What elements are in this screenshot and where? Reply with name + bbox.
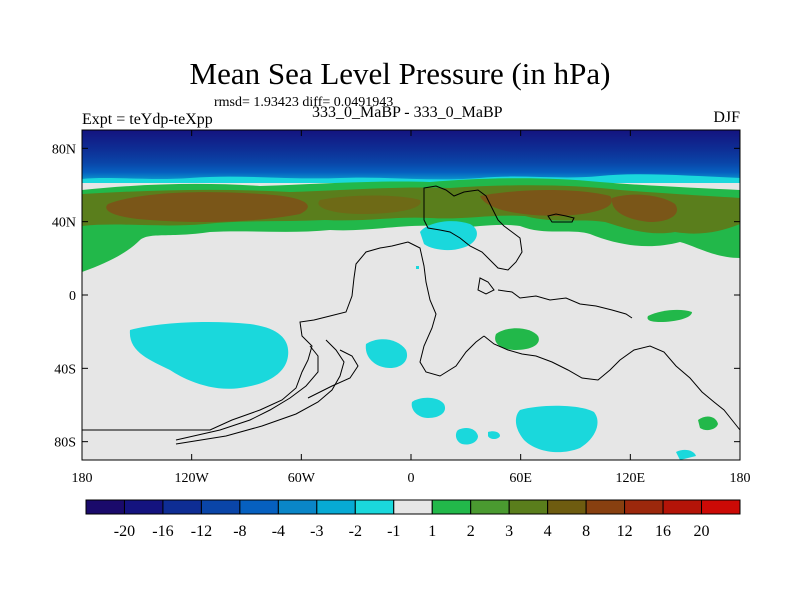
continent-outlines (82, 185, 740, 445)
colorbar-swatch (701, 499, 741, 515)
colorbar-label: 4 (544, 523, 552, 540)
colorbar: -20 -16 -12 -8 -4 -3 -2 -1 1 2 3 4 8 12 16 20 (85, 499, 741, 540)
colorbar-swatch (624, 499, 664, 515)
y-tick-label: 40S (54, 362, 76, 377)
colorbar-swatch (277, 499, 318, 515)
coast-africa-east (483, 335, 740, 431)
midlat-core-pacific (106, 192, 308, 222)
colorbar-label: -3 (310, 523, 323, 540)
colorbar-label: -8 (233, 523, 246, 540)
season-label: DJF (713, 109, 740, 126)
coast-africa-west (407, 241, 485, 377)
center-label: 333_0_MaBP - 333_0_MaBP (312, 104, 503, 121)
colorbar-label: 3 (505, 523, 513, 540)
colorbar-swatch (470, 499, 510, 515)
indian-ocean-high (495, 328, 539, 350)
colorbar-label: 1 (428, 523, 436, 540)
colorbar-swatch (162, 499, 202, 515)
coast-south-america-1 (175, 345, 319, 441)
colorbar-label: 12 (617, 523, 633, 540)
coast-arabia (477, 277, 495, 295)
colorbar-label: -1 (387, 523, 400, 540)
colorbar-swatch (85, 499, 125, 515)
y-tick-label: 0 (69, 289, 76, 304)
x-tick-label: 0 (408, 471, 415, 486)
x-tick-label: 60E (509, 471, 532, 486)
chart-title: Mean Sea Level Pressure (in hPa) (189, 56, 611, 91)
colorbar-swatch (508, 499, 549, 515)
x-tick-label: 120E (616, 471, 646, 486)
southern-ocean-low-tiny (488, 431, 500, 439)
colorbar-swatch (662, 499, 703, 515)
colorbar-label: -4 (272, 523, 285, 540)
pacific-high (647, 309, 692, 322)
south-atlantic-low (365, 339, 408, 368)
colorbar-label: -20 (114, 523, 135, 540)
colorbar-swatch (547, 499, 587, 515)
coast-eurasia-south (497, 289, 633, 319)
x-axis: 180 120W 60W 0 60E 120E 180 (72, 130, 751, 486)
colorbar-swatch (123, 499, 164, 515)
south-pacific-low-far (676, 449, 696, 460)
y-tick-label: 80S (54, 436, 76, 451)
colorbar-label: 16 (655, 523, 671, 540)
coast-north-america-south (82, 241, 409, 431)
x-tick-label: 180 (730, 471, 751, 486)
stats-text: rmsd= 1.93423 diff= 0.0491943 (214, 95, 394, 110)
y-tick-label: 80N (52, 142, 76, 157)
colorbar-label: -16 (152, 523, 173, 540)
x-tick-label: 180 (72, 471, 93, 486)
midlat-core-eurasia (480, 190, 612, 216)
coast-south-america-3 (307, 349, 359, 399)
colorbar-label: -12 (191, 523, 212, 540)
colorbar-swatch (316, 499, 356, 515)
colorbar-swatch (239, 499, 279, 515)
colorbar-label: 8 (582, 523, 590, 540)
colorbar-label: 20 (694, 523, 710, 540)
north-polar-band (82, 130, 740, 183)
colorbar-label: 2 (467, 523, 475, 540)
colorbar-swatch (393, 499, 433, 515)
coast-asia-north (547, 213, 575, 223)
equatorial-dot (416, 266, 419, 269)
x-tick-label: 60W (288, 471, 316, 486)
coast-south-america-2 (175, 339, 345, 445)
southern-ocean-low-small (455, 428, 478, 445)
midlat-core-atlantic (318, 195, 421, 214)
x-tick-label: 120W (175, 471, 210, 486)
colorbar-swatch (354, 499, 395, 515)
southern-ocean-low (515, 405, 598, 453)
indian-ocean-low-small (411, 397, 446, 418)
colorbar-label: -2 (349, 523, 362, 540)
midlat-core-eastasia (611, 194, 678, 222)
coast-europe (423, 185, 523, 271)
plot-area (82, 130, 740, 460)
left-label: Expt = teYdp-teXpp (82, 111, 213, 128)
y-axis: 80N 40N 0 40S 80S (52, 142, 740, 451)
nh-atlantic-low (420, 221, 477, 251)
southern-ocean-high (698, 416, 718, 431)
colorbar-swatch (585, 499, 626, 515)
y-tick-label: 40N (52, 216, 76, 231)
colorbar-swatch (431, 499, 472, 515)
colorbar-swatch (200, 499, 241, 515)
south-pacific-low (129, 322, 289, 389)
